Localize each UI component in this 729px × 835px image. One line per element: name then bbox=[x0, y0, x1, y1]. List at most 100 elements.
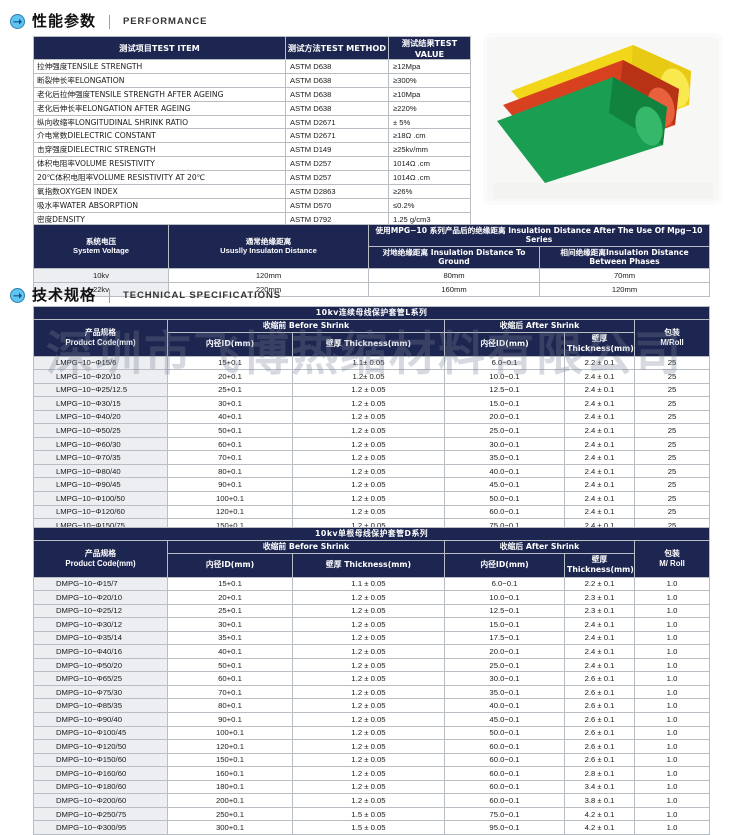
cell-test-method: ASTM D2671 bbox=[285, 128, 389, 144]
cell-before-id: 90+0.1 bbox=[167, 711, 293, 727]
cell-product-code: LMPG−10−Φ90/45 bbox=[33, 477, 168, 492]
cell-after-thickness: 2.4 ± 0.1 bbox=[564, 617, 635, 632]
cell-after-thickness: 2.4 ± 0.1 bbox=[564, 504, 635, 520]
cell-packing: 25 bbox=[633, 409, 711, 425]
cell-before-thickness: 1.2 ± 0.05 bbox=[292, 766, 445, 781]
table-row: 20℃体积电阻率VOLUME RESISTIVITY AT 20℃ ASTM D2… bbox=[33, 170, 471, 186]
col-header-after-id: 内径ID(mm) bbox=[444, 553, 565, 578]
table-row: 老化后伸长率ELONGATION AFTER AGEING ASTM D638 ≥2… bbox=[33, 100, 471, 116]
cell-product-code: LMPG−10−Φ50/25 bbox=[33, 423, 168, 438]
table-row: DMPG−10−Φ160/60 160+0.1 1.2 ± 0.05 60.0−0.1… bbox=[33, 766, 711, 781]
table-row: DMPG−10−Φ75/30 70+0.1 1.2 ± 0.05 35.0−0.1 2.… bbox=[33, 684, 711, 700]
arrow-circle-icon bbox=[10, 288, 25, 303]
cell-before-id: 160+0.1 bbox=[167, 766, 293, 781]
cell-packing: 1.0 bbox=[633, 671, 711, 686]
cell-product-code: DMPG−10−Φ40/16 bbox=[33, 644, 168, 659]
cell-packing: 1.0 bbox=[633, 725, 711, 741]
table-row: LMPG−10−Φ40/20 40+0.1 1.2 ± 0.05 20.0−0.1 2.… bbox=[33, 409, 711, 425]
cell-after-id: 12.5−0.1 bbox=[444, 603, 565, 619]
cell-after-id: 60.0−0.1 bbox=[444, 793, 565, 808]
table-row: 体积电阻率VOLUME RESISTIVITY ASTM D257 1014Ω .c… bbox=[33, 156, 471, 172]
cell-before-thickness: 1.2 ± 0.05 bbox=[292, 793, 445, 808]
section-title-en: PERFORMANCE bbox=[123, 16, 208, 27]
cell-before-thickness: 1.2 ± 0.05 bbox=[292, 644, 445, 659]
table-row: LMPG−10−Φ50/25 50+0.1 1.2 ± 0.05 25.0−0.1 2.… bbox=[33, 423, 711, 438]
cell-product-code: DMPG−10−Φ250/75 bbox=[33, 806, 168, 822]
cell-packing: 1.0 bbox=[633, 806, 711, 822]
cell-after-thickness: 4.2 ± 0.1 bbox=[564, 820, 635, 835]
cell-after-thickness: 2.6 ± 0.1 bbox=[564, 739, 635, 754]
cell-after-thickness: 2.2 ± 0.1 bbox=[564, 576, 635, 592]
cell-test-value: ± 5% bbox=[388, 114, 471, 130]
table-row: LMPG−10−Φ100/50 100+0.1 1.2 ± 0.05 50.0−0.1… bbox=[33, 490, 711, 506]
table-row: DMPG−10−Φ300/95 300+0.1 1.5 ± 0.05 95.0−0.1… bbox=[33, 820, 711, 835]
cell-before-thickness: 1.2 ± 0.05 bbox=[292, 711, 445, 727]
cell-test-value: ≥26% bbox=[388, 184, 471, 199]
cell-after-thickness: 2.4 ± 0.1 bbox=[564, 409, 635, 425]
section-title-cn: 性能参数 bbox=[32, 12, 97, 30]
cell-after-id: 12.5−0.1 bbox=[444, 382, 565, 398]
cell-product-code: DMPG−10−Φ150/60 bbox=[33, 752, 168, 768]
cell-packing: 25 bbox=[633, 477, 711, 492]
cell-before-id: 35+0.1 bbox=[167, 630, 293, 646]
cell-product-code: DMPG−10−Φ15/7 bbox=[33, 576, 168, 592]
cell-after-thickness: 2.3 ± 0.1 bbox=[564, 590, 635, 605]
divider bbox=[109, 14, 111, 29]
col-header-distance-between-phases: 相间绝缘距离Insulation Distance Between Phases bbox=[539, 245, 710, 269]
cell-test-method: ASTM D149 bbox=[285, 142, 389, 158]
cell-before-thickness: 1.2 ± 0.05 bbox=[292, 477, 445, 492]
arrow-circle-icon bbox=[10, 14, 25, 29]
cell-system-voltage: 10kv bbox=[33, 267, 169, 283]
table-row: LMPG−10−Φ70/35 70+0.1 1.2 ± 0.05 35.0−0.1 2.… bbox=[33, 450, 711, 465]
table-row: 10kv 120mm 80mm 70mm bbox=[33, 267, 710, 283]
cell-distance-ground: 80mm bbox=[368, 267, 540, 283]
cell-test-value: ≥25kv/mm bbox=[388, 142, 471, 158]
col-header-product-code: 产品规格 Product Code(mm) bbox=[33, 540, 168, 578]
cell-before-thickness: 1.2 ± 0.05 bbox=[292, 739, 445, 754]
cell-after-thickness: 2.4 ± 0.1 bbox=[564, 450, 635, 465]
cell-packing: 1.0 bbox=[633, 820, 711, 835]
cell-after-thickness: 2.4 ± 0.1 bbox=[564, 436, 635, 452]
cell-after-thickness: 2.4 ± 0.1 bbox=[564, 644, 635, 659]
heat-shrink-tubes-photo bbox=[483, 33, 723, 205]
cell-after-thickness: 2.4 ± 0.1 bbox=[564, 490, 635, 506]
cell-before-id: 40+0.1 bbox=[167, 409, 293, 425]
cell-before-id: 25+0.1 bbox=[167, 603, 293, 619]
cell-before-id: 180+0.1 bbox=[167, 779, 293, 795]
cell-product-code: DMPG−10−Φ180/60 bbox=[33, 779, 168, 795]
cell-before-id: 60+0.1 bbox=[167, 671, 293, 686]
table-row: LMPG−10−Φ90/45 90+0.1 1.2 ± 0.05 45.0−0.1 2.… bbox=[33, 477, 711, 492]
cell-product-code: LMPG−10−Φ120/60 bbox=[33, 504, 168, 520]
cell-product-code: LMPG−10−Φ20/10 bbox=[33, 369, 168, 384]
cell-packing: 1.0 bbox=[633, 711, 711, 727]
cell-after-thickness: 2.4 ± 0.1 bbox=[564, 396, 635, 411]
col-header-after-shrink: 收缩后 After Shrink bbox=[444, 319, 635, 334]
cell-after-thickness: 2.8 ± 0.1 bbox=[564, 766, 635, 781]
table-row: DMPG−10−Φ20/10 20+0.1 1.2 ± 0.05 10.0−0.1 2.… bbox=[33, 590, 711, 605]
cell-packing: 25 bbox=[633, 423, 711, 438]
d-series-title-row: 10kv单根母线保护套管D系列 bbox=[32, 526, 711, 542]
cell-test-item: 介电常数DIELECTRIC CONSTANT bbox=[33, 128, 286, 144]
cell-packing: 1.0 bbox=[633, 590, 711, 605]
cell-before-thickness: 1.2 ± 0.05 bbox=[292, 725, 445, 741]
table-row: DMPG−10−Φ35/14 35+0.1 1.2 ± 0.05 17.5−0.1 2.… bbox=[33, 630, 711, 646]
cell-test-value: ≥12Mpa bbox=[388, 59, 471, 74]
table-row: 介电常数DIELECTRIC CONSTANT ASTM D2671 ≥18Ω .c… bbox=[33, 128, 471, 144]
col-header-after-thickness: 壁厚 Thickness(mm) bbox=[564, 332, 635, 357]
table-row: DMPG−10−Φ40/16 40+0.1 1.2 ± 0.05 20.0−0.1 2.… bbox=[33, 644, 711, 659]
cell-test-item: 老化后拉伸强度TENSILE STRENGTH AFTER AGEING bbox=[33, 86, 286, 102]
cell-after-thickness: 2.4 ± 0.1 bbox=[564, 657, 635, 673]
d-series-table-body: DMPG−10−Φ15/7 15+0.1 1.1 ± 0.05 6.0−0.1 2.2 … bbox=[33, 576, 711, 835]
table-header-row-sub: 对地绝缘距离 Insulation Distance To Ground 相间绝… bbox=[34, 245, 710, 269]
cell-product-code: DMPG−10−Φ30/12 bbox=[33, 617, 168, 632]
cell-packing: 1.0 bbox=[633, 617, 711, 632]
cell-after-id: 60.0−0.1 bbox=[444, 752, 565, 768]
cell-packing: 1.0 bbox=[633, 657, 711, 673]
table-row: 拉伸强度TENSILE STRENGTH ASTM D638 ≥12Mpa bbox=[33, 59, 471, 74]
table-row: DMPG−10−Φ65/25 60+0.1 1.2 ± 0.05 30.0−0.1 2.… bbox=[33, 671, 711, 686]
section-heading-performance: 性能参数 PERFORMANCE bbox=[0, 14, 207, 29]
table-row: DMPG−10−Φ250/75 250+0.1 1.5 ± 0.05 75.0−0.1… bbox=[33, 806, 711, 822]
cell-before-id: 200+0.1 bbox=[167, 793, 293, 808]
cell-packing: 1.0 bbox=[633, 603, 711, 619]
cell-test-value: 1.25 g/cm3 bbox=[388, 211, 471, 227]
